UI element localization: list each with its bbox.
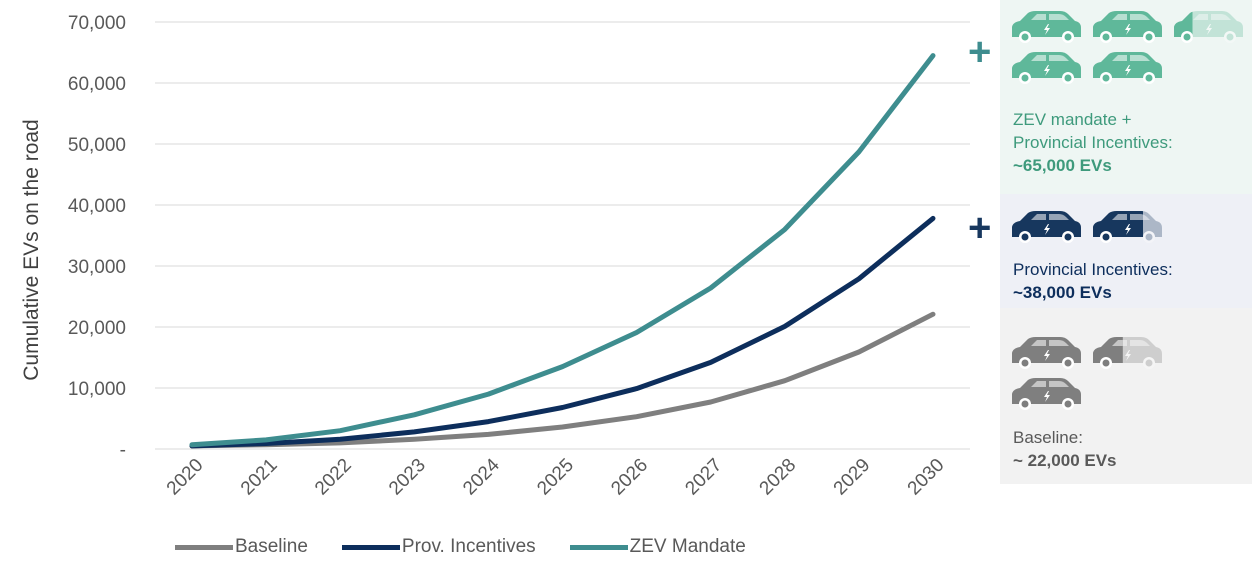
x-axis-ticks: 2020 2021 2022 2023 2024 2025 2026 2027 2028 2029… — [163, 454, 949, 499]
y-tick-label: 20,000 — [68, 318, 126, 339]
legend-item-baseline: Baseline — [175, 536, 308, 558]
electric-car-icon — [1170, 10, 1245, 44]
series-line-zev-mandate — [189, 53, 936, 448]
baseline-panel-line1: Baseline: — [1013, 428, 1083, 447]
y-axis-label: Cumulative EVs on the road — [20, 119, 43, 380]
x-tick-label: 2030 — [904, 455, 949, 500]
legend: Baseline Prov. Incentives ZEV Mandate — [175, 536, 746, 558]
electric-car-icon — [1008, 210, 1083, 244]
y-tick-label: 10,000 — [68, 379, 126, 400]
x-tick-label: 2026 — [607, 455, 652, 500]
x-tick-label: 2021 — [237, 455, 282, 500]
prov-panel-line1: Provincial Incentives: — [1013, 260, 1173, 279]
x-tick-label: 2020 — [163, 455, 208, 500]
prov-panel-total: ~38,000 EVs — [1013, 283, 1112, 302]
y-tick-label: 60,000 — [68, 74, 126, 95]
electric-car-icon — [1008, 51, 1083, 85]
y-tick-label: 50,000 — [68, 135, 126, 156]
y-axis-ticks: - 10,000 20,000 30,000 40,000 50,000 60,000 70,… — [68, 13, 126, 461]
x-tick-label: 2029 — [830, 455, 875, 500]
legend-swatch-zev-mandate — [569, 544, 628, 550]
prov-panel-text: Provincial Incentives: ~38,000 EVs — [1013, 258, 1173, 304]
x-tick-label: 2023 — [385, 455, 430, 500]
electric-car-icon — [1089, 336, 1164, 370]
legend-swatch-prov-incentives — [341, 544, 400, 550]
legend-label-baseline: Baseline — [235, 536, 308, 557]
zev-panel-line2: Provincial Incentives: — [1013, 133, 1173, 152]
y-tick-label: - — [120, 440, 126, 461]
y-tick-label: 30,000 — [68, 257, 126, 278]
baseline-panel-total: ~ 22,000 EVs — [1013, 451, 1117, 470]
zev-mandate-panel: + — [968, 0, 1252, 194]
zev-panel-text: ZEV mandate + Provincial Incentives: ~65… — [1013, 108, 1173, 177]
plus-icon: + — [968, 30, 992, 74]
baseline-panel-text: Baseline: ~ 22,000 EVs — [1013, 426, 1117, 472]
series-lines — [189, 53, 936, 449]
zev-panel-line1: ZEV mandate + — [1013, 110, 1132, 129]
series-line-prov-incentives — [189, 215, 936, 449]
plus-icon: + — [968, 206, 992, 250]
x-tick-label: 2025 — [533, 455, 578, 500]
x-tick-label: 2028 — [756, 455, 801, 500]
legend-item-zev-mandate: ZEV Mandate — [569, 536, 746, 558]
electric-car-icon — [1008, 336, 1083, 370]
x-tick-label: 2024 — [459, 454, 504, 499]
electric-car-icon — [1008, 10, 1083, 44]
line-chart: - 10,000 20,000 30,000 40,000 50,000 60,000 70,… — [20, 13, 970, 499]
y-tick-label: 70,000 — [68, 13, 126, 34]
prov-incentives-panel: + — [968, 194, 1252, 308]
x-tick-label: 2027 — [681, 455, 726, 500]
legend-label-prov-incentives: Prov. Incentives — [401, 536, 536, 557]
zev-panel-total: ~65,000 EVs — [1013, 156, 1112, 175]
electric-car-icon — [1089, 51, 1164, 85]
legend-item-prov-incentives: Prov. Incentives — [341, 536, 536, 558]
x-tick-label: 2022 — [311, 455, 356, 500]
electric-car-icon — [1008, 377, 1083, 411]
y-tick-label: 40,000 — [68, 196, 126, 217]
baseline-panel: Baseline: ~ 22,000 EVs — [1000, 308, 1252, 484]
electric-car-icon — [1089, 210, 1164, 244]
series-line-baseline — [189, 311, 936, 449]
gridlines — [155, 21, 970, 450]
legend-label-zev-mandate: ZEV Mandate — [629, 536, 746, 557]
legend-swatch-baseline — [175, 544, 233, 550]
electric-car-icon — [1089, 10, 1164, 44]
